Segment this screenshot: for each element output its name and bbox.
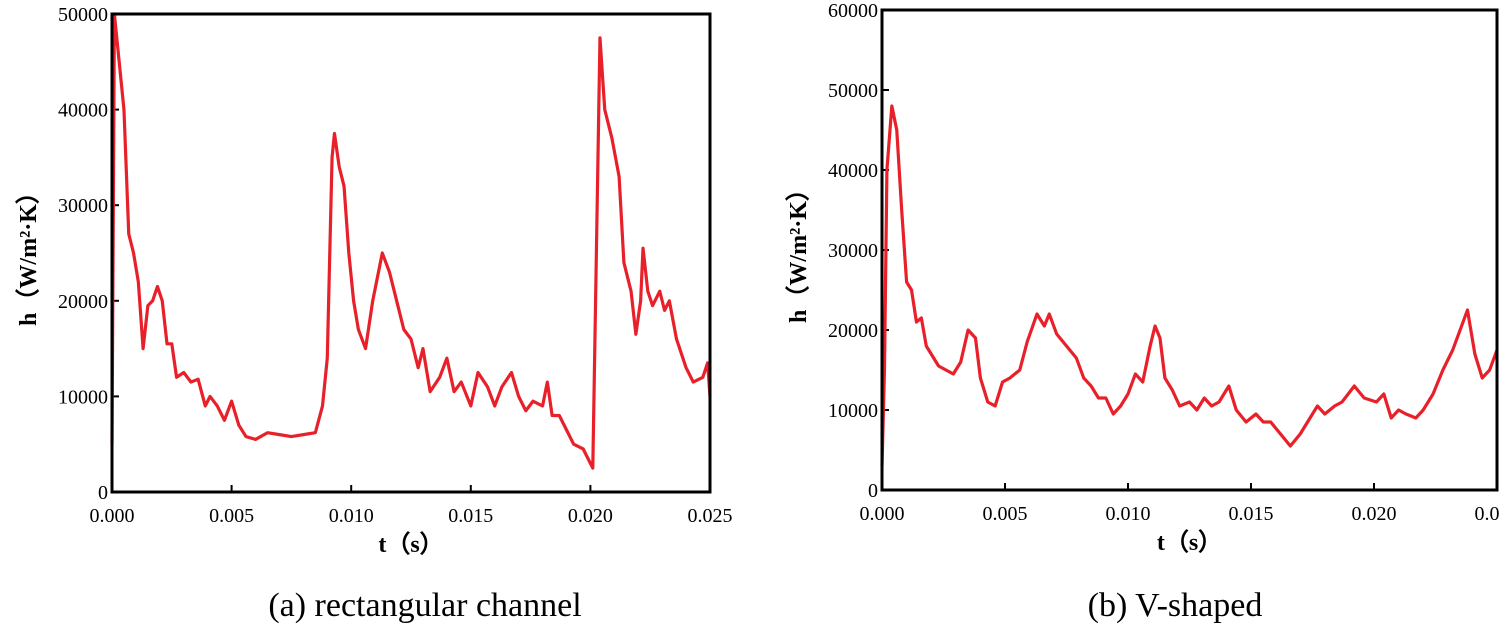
x-tick-label: 0.020: [1352, 503, 1397, 525]
y-tick-label: 10000: [828, 400, 878, 422]
data-line: [880, 104, 1499, 467]
y-tick-label: 10000: [58, 386, 108, 408]
y-tick-label: 50000: [58, 4, 108, 26]
x-tick-label: 0.000: [860, 503, 905, 525]
x-tick-label: 0.000: [90, 505, 135, 527]
x-tick-label: 0.025: [688, 505, 733, 527]
data-line: [110, 12, 712, 470]
x-tick-label: 0.010: [329, 505, 374, 527]
y-tick-label: 30000: [828, 240, 878, 262]
y-tick-label: 0: [98, 482, 108, 504]
x-tick-label: 0.005: [209, 505, 254, 527]
x-tick-label: 0.010: [1106, 503, 1151, 525]
x-tick-label: 0.015: [448, 505, 493, 527]
y-tick-label: 30000: [58, 195, 108, 217]
x-tick-label: 0.005: [983, 503, 1028, 525]
plot-frame: [110, 12, 712, 494]
y-tick-label: 60000: [828, 0, 878, 22]
y-tick-label: 50000: [828, 80, 878, 102]
y-tick-label: 40000: [58, 100, 108, 122]
y-tick-label: 0: [868, 480, 878, 502]
caption: (b) V-shaped: [1088, 587, 1263, 624]
plot-frame: [880, 8, 1499, 492]
y-tick-label: 20000: [58, 291, 108, 313]
y-tick-label: 20000: [828, 320, 878, 342]
x-axis-label: t（s）: [1157, 529, 1222, 556]
x-tick-label: 0.020: [568, 505, 613, 527]
x-axis-label: t（s）: [378, 531, 443, 558]
y-tick-label: 40000: [828, 160, 878, 182]
caption: (a) rectangular channel: [268, 587, 581, 624]
y-axis-label: h（W/m²·K）: [15, 180, 42, 326]
x-tick-label: 0.015: [1229, 503, 1274, 525]
x-tick-label: 0.025: [1475, 503, 1500, 525]
y-axis-label: h（W/m²·K）: [785, 177, 812, 323]
